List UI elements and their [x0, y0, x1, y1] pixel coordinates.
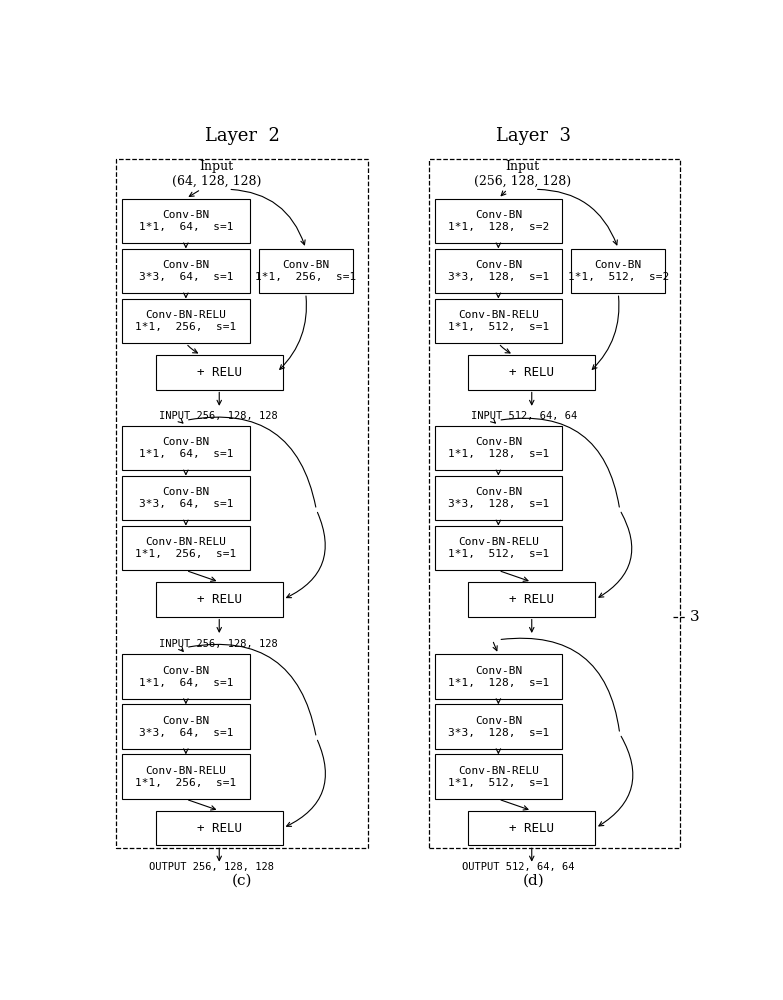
FancyBboxPatch shape [435, 704, 562, 749]
FancyArrowPatch shape [188, 345, 197, 353]
FancyArrowPatch shape [592, 296, 619, 369]
Text: + RELU: + RELU [509, 366, 554, 379]
FancyBboxPatch shape [122, 249, 250, 293]
Text: INPUT 256, 128, 128: INPUT 256, 128, 128 [158, 639, 277, 649]
FancyArrowPatch shape [501, 638, 619, 731]
Text: OUTPUT 512, 64, 64: OUTPUT 512, 64, 64 [462, 862, 575, 872]
FancyArrowPatch shape [189, 644, 316, 735]
Text: Conv-BN-RELU
1*1,  512,  s=1: Conv-BN-RELU 1*1, 512, s=1 [448, 537, 549, 559]
Text: Conv-BN
1*1,  128,  s=1: Conv-BN 1*1, 128, s=1 [448, 666, 549, 688]
Text: Conv-BN
3*3,  128,  s=1: Conv-BN 3*3, 128, s=1 [448, 487, 549, 509]
Text: Conv-BN
3*3,  128,  s=1: Conv-BN 3*3, 128, s=1 [448, 716, 549, 738]
FancyBboxPatch shape [435, 754, 562, 799]
Text: Conv-BN
3*3,  64,  s=1: Conv-BN 3*3, 64, s=1 [139, 487, 233, 509]
Text: Conv-BN
1*1,  128,  s=1: Conv-BN 1*1, 128, s=1 [448, 437, 549, 459]
Text: Conv-BN
3*3,  64,  s=1: Conv-BN 3*3, 64, s=1 [139, 260, 233, 282]
Text: Layer  3: Layer 3 [496, 127, 571, 145]
FancyArrowPatch shape [501, 418, 619, 507]
Text: INPUT 512, 64, 64: INPUT 512, 64, 64 [471, 411, 577, 421]
FancyArrowPatch shape [599, 736, 633, 826]
FancyArrowPatch shape [500, 345, 510, 353]
Text: Input
(64, 128, 128): Input (64, 128, 128) [171, 160, 261, 188]
FancyArrowPatch shape [287, 740, 326, 826]
FancyArrowPatch shape [538, 189, 617, 245]
Text: + RELU: + RELU [197, 822, 242, 835]
FancyArrowPatch shape [189, 417, 316, 507]
Text: Input
(256, 128, 128): Input (256, 128, 128) [474, 160, 572, 188]
Text: + RELU: + RELU [197, 593, 242, 606]
FancyBboxPatch shape [122, 526, 250, 570]
FancyBboxPatch shape [468, 355, 596, 389]
FancyArrowPatch shape [599, 512, 632, 597]
FancyArrowPatch shape [501, 191, 506, 196]
Text: Conv-BN
1*1,  128,  s=2: Conv-BN 1*1, 128, s=2 [448, 210, 549, 232]
Text: Conv-BN-RELU
1*1,  512,  s=1: Conv-BN-RELU 1*1, 512, s=1 [448, 766, 549, 788]
FancyBboxPatch shape [435, 476, 562, 520]
FancyBboxPatch shape [435, 654, 562, 699]
Text: Conv-BN
1*1,  512,  s=2: Conv-BN 1*1, 512, s=2 [568, 260, 669, 282]
FancyBboxPatch shape [435, 526, 562, 570]
FancyBboxPatch shape [122, 754, 250, 799]
FancyBboxPatch shape [435, 426, 562, 470]
FancyBboxPatch shape [156, 582, 283, 617]
FancyBboxPatch shape [156, 355, 283, 389]
Text: + RELU: + RELU [509, 822, 554, 835]
FancyBboxPatch shape [435, 299, 562, 343]
Text: (c): (c) [232, 874, 253, 888]
Text: Conv-BN-RELU
1*1,  256,  s=1: Conv-BN-RELU 1*1, 256, s=1 [135, 766, 236, 788]
FancyArrowPatch shape [189, 191, 199, 196]
FancyBboxPatch shape [122, 476, 250, 520]
FancyBboxPatch shape [435, 249, 562, 293]
FancyBboxPatch shape [122, 654, 250, 699]
FancyBboxPatch shape [122, 199, 250, 243]
Text: 3: 3 [690, 610, 699, 624]
Text: Conv-BN
1*1,  64,  s=1: Conv-BN 1*1, 64, s=1 [139, 437, 233, 459]
FancyBboxPatch shape [122, 426, 250, 470]
Text: Conv-BN-RELU
1*1,  256,  s=1: Conv-BN-RELU 1*1, 256, s=1 [135, 537, 236, 559]
FancyBboxPatch shape [122, 299, 250, 343]
Text: Conv-BN
1*1,  64,  s=1: Conv-BN 1*1, 64, s=1 [139, 210, 233, 232]
FancyBboxPatch shape [258, 249, 353, 293]
FancyBboxPatch shape [572, 249, 666, 293]
FancyArrowPatch shape [287, 512, 325, 598]
FancyBboxPatch shape [468, 811, 596, 845]
Text: INPUT 256, 128, 128: INPUT 256, 128, 128 [158, 411, 277, 421]
Text: Conv-BN
1*1,  256,  s=1: Conv-BN 1*1, 256, s=1 [255, 260, 356, 282]
Text: OUTPUT 256, 128, 128: OUTPUT 256, 128, 128 [150, 862, 275, 872]
FancyBboxPatch shape [156, 811, 283, 845]
Text: Conv-BN
3*3,  128,  s=1: Conv-BN 3*3, 128, s=1 [448, 260, 549, 282]
Text: Conv-BN
3*3,  64,  s=1: Conv-BN 3*3, 64, s=1 [139, 716, 233, 738]
Text: Conv-BN-RELU
1*1,  256,  s=1: Conv-BN-RELU 1*1, 256, s=1 [135, 310, 236, 332]
FancyArrowPatch shape [231, 189, 305, 245]
FancyBboxPatch shape [435, 199, 562, 243]
Text: Conv-BN
1*1,  64,  s=1: Conv-BN 1*1, 64, s=1 [139, 666, 233, 688]
FancyArrowPatch shape [280, 296, 306, 369]
Text: Layer  2: Layer 2 [205, 127, 280, 145]
Text: Conv-BN-RELU
1*1,  512,  s=1: Conv-BN-RELU 1*1, 512, s=1 [448, 310, 549, 332]
Text: + RELU: + RELU [509, 593, 554, 606]
Text: + RELU: + RELU [197, 366, 242, 379]
FancyBboxPatch shape [468, 582, 596, 617]
Text: (d): (d) [523, 874, 544, 888]
FancyBboxPatch shape [122, 704, 250, 749]
